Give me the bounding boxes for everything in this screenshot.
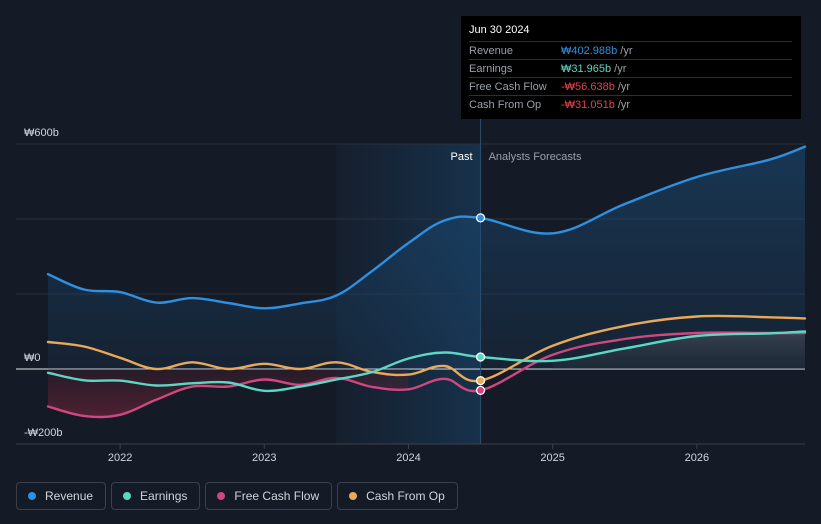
tooltip-row-value: ₩402.988b (561, 44, 618, 57)
chart-area: ₩600b ₩0 -₩200b 2022 2023 2024 2025 2026 Past Ana… (16, 16, 807, 464)
tooltip-row-unit: /yr (617, 98, 631, 111)
legend-label: Earnings (140, 489, 188, 503)
legend: Revenue Earnings Free Cash Flow Cash From O… (16, 482, 458, 510)
free-cash-flow-line (46, 331, 807, 419)
legend-label: Free Cash Flow (234, 489, 320, 503)
tooltip-row-value: -₩31.051b (561, 98, 615, 111)
tooltip-row: Free Cash Flow -₩56.638b/yr (469, 77, 792, 95)
tooltip-row-unit: /yr (614, 62, 627, 75)
legend-dot-icon (217, 492, 226, 500)
legend-label: Cash From Op (366, 489, 445, 503)
revenue-area (48, 146, 805, 369)
cash-from-op-marker (475, 375, 486, 386)
x-tick-label: 2024 (396, 452, 420, 464)
tooltip-row-label: Revenue (469, 44, 514, 57)
tooltip-row-value: -₩56.638b (561, 80, 615, 93)
tooltip-row-label: Earnings (469, 62, 513, 75)
y-tick-label: -₩200b (24, 427, 63, 439)
cash-from-op-line (46, 314, 807, 383)
forecast-earnings-area (552, 331, 805, 369)
earnings-line (46, 330, 807, 393)
earnings-marker (475, 352, 486, 362)
legend-item-free-cash-flow[interactable]: Free Cash Flow (205, 482, 333, 510)
x-tick-label: 2026 (685, 452, 709, 464)
forecast-label: Analysts Forecasts (489, 151, 582, 163)
legend-dot-icon (123, 492, 132, 500)
tooltip-row: Revenue ₩402.988b/yr (469, 41, 792, 59)
x-tick-label: 2023 (252, 452, 276, 464)
tooltip-row: Earnings ₩31.965b/yr (469, 59, 792, 77)
legend-dot-icon (349, 492, 358, 500)
tooltip-row-value: ₩31.965b (561, 62, 612, 75)
tooltip-row-unit: /yr (620, 44, 633, 57)
revenue-line (46, 145, 807, 310)
tooltip-date: Jun 30 2024 (469, 24, 530, 36)
past-label: Past (451, 151, 473, 163)
y-tick-label: ₩0 (24, 352, 41, 364)
legend-item-cash-from-op[interactable]: Cash From Op (337, 482, 458, 510)
revenue-marker (475, 213, 486, 223)
tooltip-row: Cash From Op -₩31.051b/yr (469, 95, 792, 113)
x-tick-label: 2025 (540, 452, 564, 464)
tooltip-row-unit: /yr (617, 80, 631, 93)
legend-label: Revenue (45, 489, 94, 503)
y-tick-label: ₩600b (24, 127, 59, 139)
legend-dot-icon (28, 492, 36, 500)
tooltip-row-label: Free Cash Flow (469, 80, 547, 93)
free-cash-flow-marker (475, 385, 486, 396)
x-tick-label: 2022 (108, 452, 132, 464)
legend-item-earnings[interactable]: Earnings (111, 482, 201, 510)
tooltip-row-label: Cash From Op (469, 98, 542, 111)
legend-item-revenue[interactable]: Revenue (16, 482, 107, 510)
tooltip: Jun 30 2024 Revenue ₩402.988b/yr Earnings ₩… (461, 16, 801, 119)
